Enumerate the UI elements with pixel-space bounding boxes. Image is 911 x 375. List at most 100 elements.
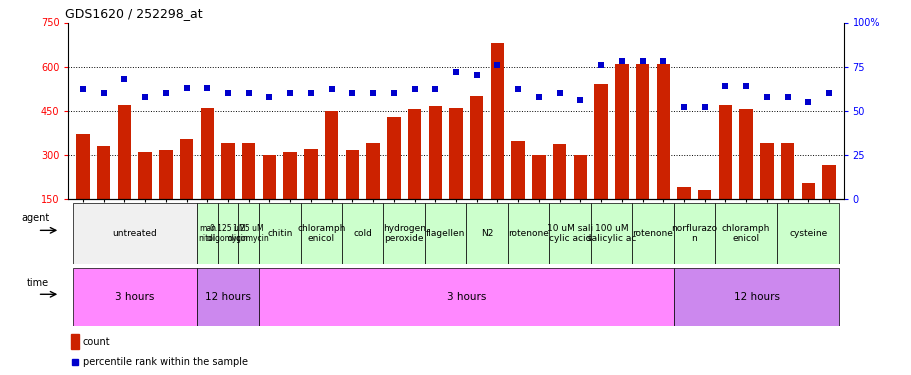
Bar <box>532 154 545 243</box>
Text: rotenone: rotenone <box>507 229 548 238</box>
Point <box>407 87 422 93</box>
Point <box>138 93 152 99</box>
Bar <box>739 109 752 243</box>
Bar <box>449 108 462 243</box>
Bar <box>428 106 442 243</box>
Point <box>614 58 629 64</box>
Point <box>489 62 504 68</box>
Point <box>97 90 111 96</box>
Text: percentile rank within the sample: percentile rank within the sample <box>83 357 248 367</box>
Text: 0.125 uM
oligomycin: 0.125 uM oligomycin <box>207 224 249 243</box>
Text: agent: agent <box>21 213 49 223</box>
Text: man
nitol: man nitol <box>199 224 216 243</box>
Text: 3 hours: 3 hours <box>446 292 486 302</box>
Point <box>427 87 442 93</box>
Point <box>76 87 90 93</box>
Point <box>179 85 194 91</box>
Bar <box>760 143 773 243</box>
Bar <box>218 202 238 264</box>
Point <box>593 62 608 68</box>
Text: GDS1620 / 252298_at: GDS1620 / 252298_at <box>65 7 202 20</box>
Point <box>780 93 794 99</box>
Text: cysteine: cysteine <box>788 229 826 238</box>
Bar <box>366 143 379 243</box>
Text: cold: cold <box>353 229 372 238</box>
Text: 12 hours: 12 hours <box>732 292 779 302</box>
Bar <box>407 109 421 243</box>
Bar <box>673 268 838 326</box>
Bar <box>614 64 628 243</box>
Text: N2: N2 <box>480 229 493 238</box>
Bar <box>552 144 566 243</box>
Bar <box>656 64 670 243</box>
Point <box>241 90 256 96</box>
Bar <box>345 150 359 243</box>
Bar <box>677 187 690 243</box>
Point <box>365 90 380 96</box>
Point <box>344 90 359 96</box>
Bar <box>573 154 587 243</box>
Bar <box>383 202 425 264</box>
Bar <box>283 152 297 243</box>
Point <box>159 90 173 96</box>
Point <box>282 90 297 96</box>
Bar <box>631 202 673 264</box>
Text: norflurazo
n: norflurazo n <box>670 224 717 243</box>
Bar <box>635 64 649 243</box>
Bar <box>780 143 793 243</box>
Bar <box>507 202 548 264</box>
Text: rotenone: rotenone <box>631 229 672 238</box>
Bar <box>714 202 776 264</box>
Bar <box>138 152 151 243</box>
Bar <box>73 202 197 264</box>
Bar <box>594 84 607 243</box>
Text: 1.25 uM
oligomycin: 1.25 uM oligomycin <box>228 224 270 243</box>
Bar <box>590 202 631 264</box>
Bar <box>197 268 259 326</box>
Point <box>510 87 525 93</box>
Bar <box>673 202 714 264</box>
Bar <box>304 149 317 243</box>
Point <box>676 104 691 110</box>
Text: chloramph
enicol: chloramph enicol <box>722 224 770 243</box>
Bar <box>801 183 814 243</box>
Point <box>717 83 732 89</box>
Bar <box>822 165 834 243</box>
Point <box>572 97 587 103</box>
Bar <box>262 154 276 243</box>
Point <box>759 93 773 99</box>
Bar <box>159 150 172 243</box>
Point <box>655 58 670 64</box>
Bar <box>718 105 732 243</box>
Text: chitin: chitin <box>267 229 292 238</box>
Point <box>531 93 546 99</box>
Point <box>220 90 235 96</box>
Text: flagellen: flagellen <box>425 229 465 238</box>
Text: hydrogen
peroxide: hydrogen peroxide <box>383 224 425 243</box>
Point <box>552 90 567 96</box>
Text: chloramph
enicol: chloramph enicol <box>297 224 345 243</box>
Bar <box>77 134 89 243</box>
Bar <box>179 138 193 243</box>
Bar <box>425 202 466 264</box>
Text: time: time <box>27 278 49 288</box>
Point <box>697 104 711 110</box>
Bar <box>97 146 110 243</box>
Bar <box>200 108 214 243</box>
Point <box>800 99 814 105</box>
Text: 100 uM
salicylic ac: 100 uM salicylic ac <box>586 224 636 243</box>
Bar <box>71 334 79 349</box>
Text: count: count <box>83 336 110 346</box>
Text: 10 uM sali
cylic acid: 10 uM sali cylic acid <box>547 224 592 243</box>
Text: 12 hours: 12 hours <box>205 292 251 302</box>
Bar <box>324 111 338 243</box>
Bar <box>511 141 525 243</box>
Point <box>303 90 318 96</box>
Point <box>117 76 131 82</box>
Point <box>738 83 752 89</box>
Point <box>261 93 276 99</box>
Bar <box>241 143 255 243</box>
Point <box>635 58 650 64</box>
Point <box>200 85 214 91</box>
Point <box>821 90 835 96</box>
